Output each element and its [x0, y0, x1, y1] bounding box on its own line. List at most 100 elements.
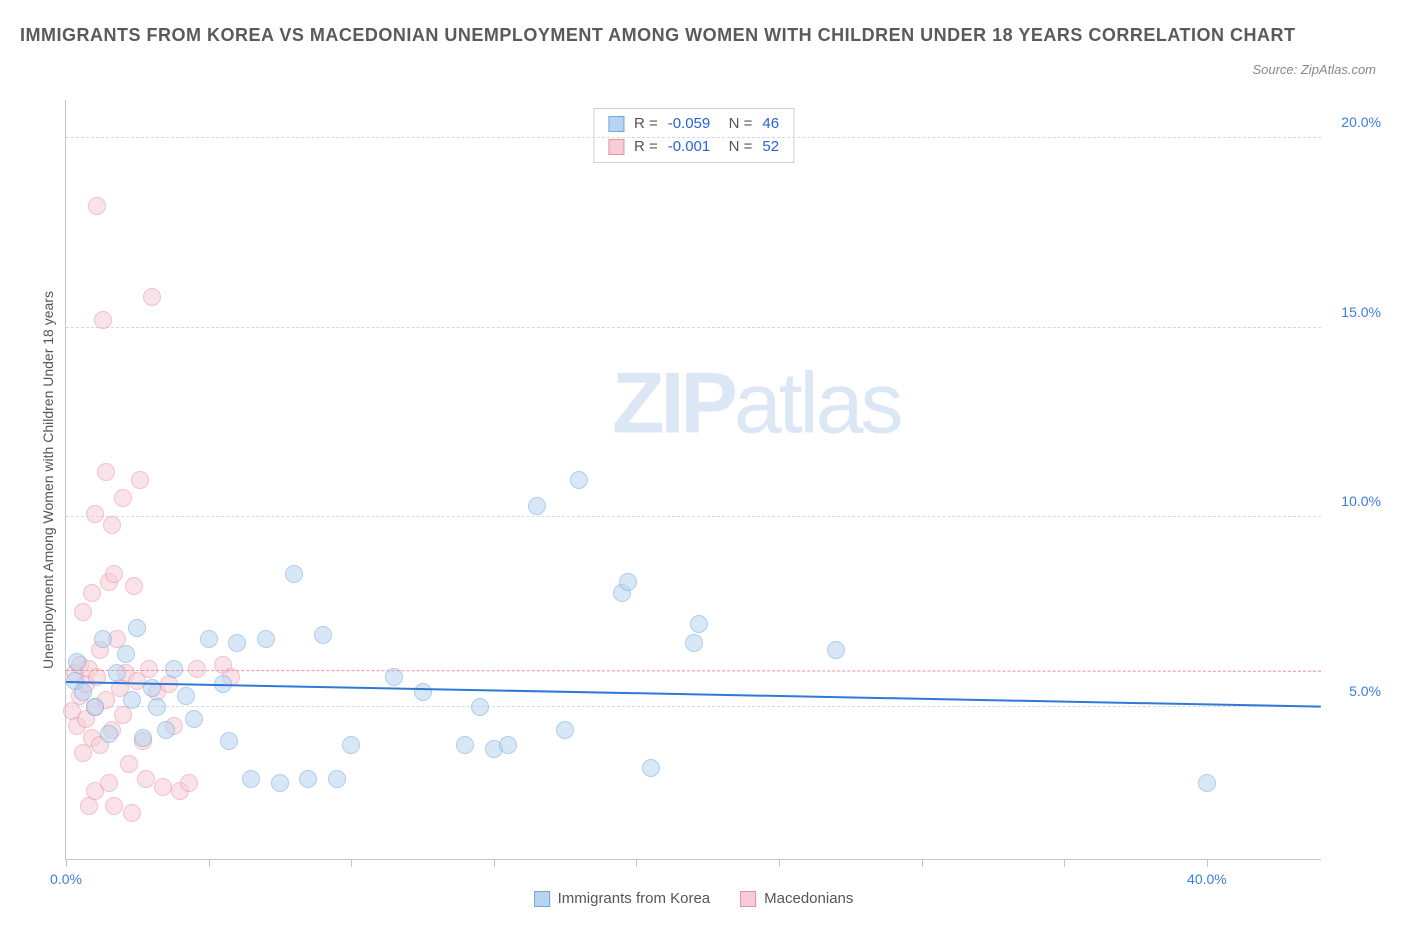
- n-value: 46: [762, 113, 779, 136]
- scatter-point-korea: [827, 641, 845, 659]
- legend-swatch-icon: [740, 891, 756, 907]
- scatter-point-macedonians: [74, 603, 92, 621]
- scatter-point-macedonians: [100, 774, 118, 792]
- scatter-point-korea: [619, 573, 637, 591]
- x-tick: [636, 859, 637, 867]
- legend-swatch-icon: [608, 139, 624, 155]
- x-tick: [779, 859, 780, 867]
- scatter-point-korea: [528, 497, 546, 515]
- scatter-point-korea: [499, 736, 517, 754]
- correlation-row-korea: R = -0.059 N = 46: [608, 113, 779, 136]
- scatter-point-macedonians: [88, 197, 106, 215]
- x-tick: [1207, 859, 1208, 867]
- watermark: ZIPatlas: [612, 354, 900, 453]
- x-tick: [66, 859, 67, 867]
- y-axis-label: Unemployment Among Women with Children U…: [40, 291, 56, 669]
- legend-item-macedonians: Macedonians: [740, 890, 853, 907]
- trend-line-macedonians: [66, 670, 1321, 672]
- correlation-row-macedonians: R =-0.001 N =52: [608, 136, 779, 159]
- trend-line-korea: [66, 681, 1321, 708]
- correlation-legend: R =-0.059 N =46R =-0.001 N =52: [593, 108, 794, 163]
- x-tick: [494, 859, 495, 867]
- scatter-point-korea: [157, 721, 175, 739]
- y-tick-label: 15.0%: [1326, 304, 1381, 320]
- scatter-point-korea: [200, 630, 218, 648]
- scatter-point-macedonians: [137, 770, 155, 788]
- r-label: R =: [634, 113, 658, 136]
- scatter-point-korea: [642, 759, 660, 777]
- gridline: [66, 327, 1321, 328]
- y-tick-label: 5.0%: [1326, 683, 1381, 699]
- x-tick-label: 0.0%: [50, 871, 82, 887]
- scatter-point-korea: [285, 565, 303, 583]
- scatter-point-macedonians: [86, 505, 104, 523]
- n-label: N =: [720, 113, 752, 136]
- scatter-point-korea: [1198, 774, 1216, 792]
- scatter-point-macedonians: [143, 288, 161, 306]
- scatter-point-korea: [271, 774, 289, 792]
- scatter-point-macedonians: [105, 565, 123, 583]
- scatter-point-macedonians: [131, 471, 149, 489]
- scatter-point-korea: [177, 687, 195, 705]
- legend-item-korea: Immigrants from Korea: [534, 890, 711, 907]
- scatter-point-korea: [148, 698, 166, 716]
- scatter-point-korea: [685, 634, 703, 652]
- scatter-point-korea: [342, 736, 360, 754]
- scatter-point-korea: [128, 619, 146, 637]
- scatter-point-macedonians: [103, 516, 121, 534]
- legend-label: Macedonians: [764, 890, 853, 907]
- watermark-bold: ZIP: [612, 355, 734, 451]
- x-tick: [1064, 859, 1065, 867]
- r-value: -0.059: [668, 113, 711, 136]
- n-label: N =: [720, 136, 752, 159]
- source-attribution: Source: ZipAtlas.com: [1252, 62, 1376, 77]
- scatter-point-korea: [414, 683, 432, 701]
- x-tick: [922, 859, 923, 867]
- scatter-point-korea: [471, 698, 489, 716]
- scatter-point-macedonians: [105, 797, 123, 815]
- scatter-point-korea: [68, 653, 86, 671]
- y-tick-label: 20.0%: [1326, 114, 1381, 130]
- scatter-point-korea: [328, 770, 346, 788]
- scatter-point-korea: [123, 691, 141, 709]
- scatter-point-korea: [134, 729, 152, 747]
- watermark-light: atlas: [734, 355, 901, 451]
- scatter-point-korea: [117, 645, 135, 663]
- scatter-point-korea: [108, 664, 126, 682]
- scatter-point-korea: [257, 630, 275, 648]
- x-tick: [209, 859, 210, 867]
- gridline: [66, 516, 1321, 517]
- series-legend: Immigrants from Korea Macedonians: [534, 890, 854, 907]
- scatter-point-korea: [228, 634, 246, 652]
- scatter-point-korea: [242, 770, 260, 788]
- scatter-point-korea: [299, 770, 317, 788]
- scatter-point-korea: [314, 626, 332, 644]
- scatter-point-macedonians: [114, 489, 132, 507]
- x-tick: [351, 859, 352, 867]
- scatter-point-macedonians: [120, 755, 138, 773]
- scatter-point-korea: [556, 721, 574, 739]
- gridline: [66, 137, 1321, 138]
- scatter-point-macedonians: [125, 577, 143, 595]
- scatter-point-korea: [185, 710, 203, 728]
- scatter-point-korea: [86, 698, 104, 716]
- scatter-point-korea: [220, 732, 238, 750]
- legend-label: Immigrants from Korea: [558, 890, 711, 907]
- chart-container: Unemployment Among Women with Children U…: [20, 100, 1386, 910]
- scatter-point-macedonians: [94, 311, 112, 329]
- scatter-point-korea: [456, 736, 474, 754]
- scatter-point-korea: [94, 630, 112, 648]
- scatter-point-macedonians: [97, 463, 115, 481]
- legend-swatch-icon: [534, 891, 550, 907]
- scatter-point-korea: [570, 471, 588, 489]
- r-label: R =: [634, 136, 658, 159]
- y-tick-label: 10.0%: [1326, 493, 1381, 509]
- plot-area: Unemployment Among Women with Children U…: [65, 100, 1321, 860]
- scatter-point-macedonians: [180, 774, 198, 792]
- gridline: [66, 706, 1321, 707]
- r-value: -0.001: [668, 136, 711, 159]
- x-tick-label: 40.0%: [1187, 871, 1227, 887]
- scatter-point-macedonians: [154, 778, 172, 796]
- legend-swatch-icon: [608, 116, 624, 132]
- scatter-point-korea: [100, 725, 118, 743]
